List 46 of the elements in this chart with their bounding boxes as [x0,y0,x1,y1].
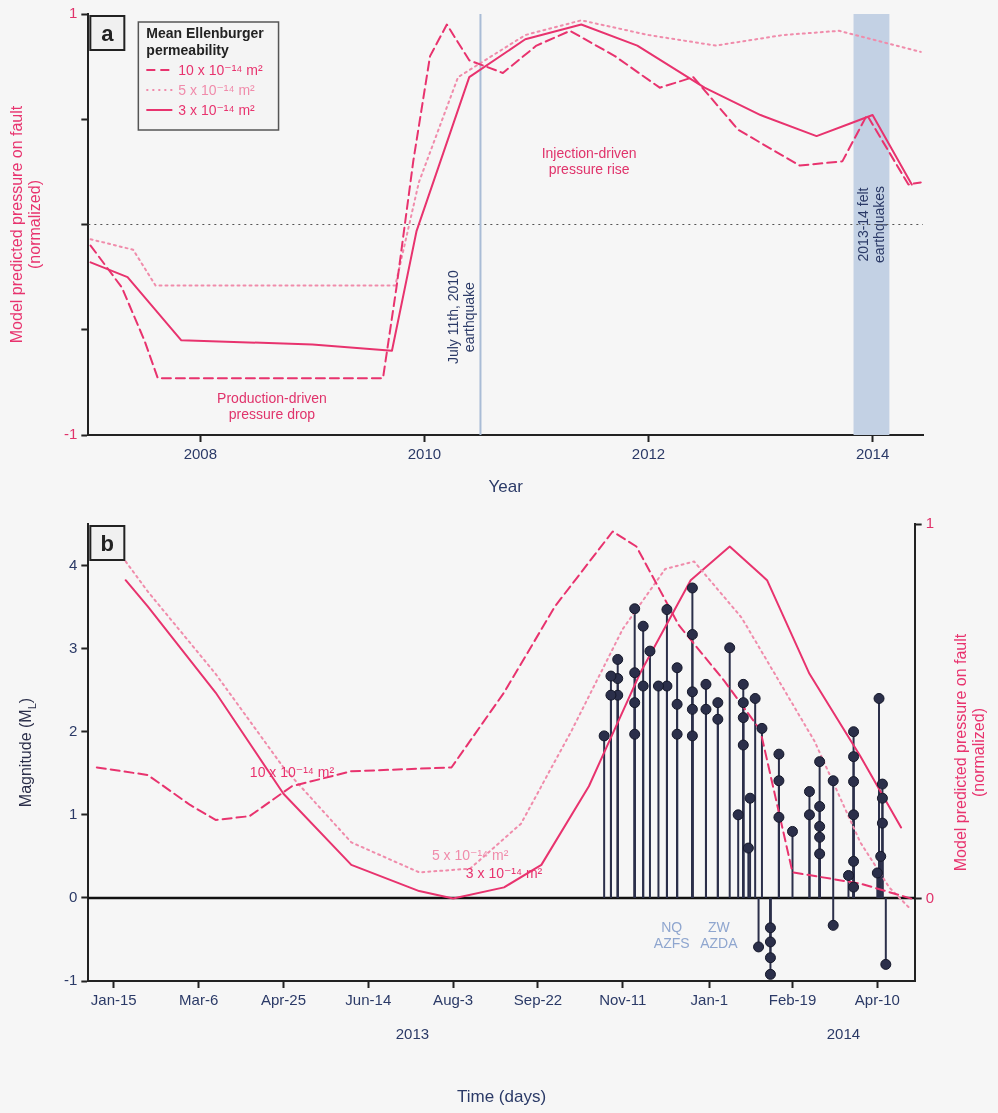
y-tick-label: 2 [68,721,78,739]
y-tick-label: 3 [68,638,78,656]
x-axis-title: Year [488,477,524,496]
y2-axis-title: Model predicted pressure on fault (normalized) [952,633,987,872]
legend-label: 10 x 10⁻¹⁴ m² [178,62,263,78]
x-tick-label: 2008 [183,445,218,463]
series-label: 10 x 10⁻¹⁴ m² [249,764,335,781]
annotation: Injection-driven pressure rise [541,145,637,178]
x-axis-title: Time (days) [456,1087,547,1106]
legend-label: 5 x 10⁻¹⁴ m² [178,82,256,98]
annotation: b [100,531,115,556]
x2-tick-label: 2013 [395,1025,430,1043]
y-tick-label: 0 [68,888,78,906]
x-tick-label: 2014 [855,445,890,463]
series-label: 5 x 10⁻¹⁴ m² [431,846,509,863]
x-tick-label: Sep-22 [513,991,563,1009]
y-axis-title: Magnitude (ML) [17,697,38,808]
y-tick-label: 1 [68,4,78,22]
x-tick-label: Feb-19 [768,991,817,1009]
y2-tick-label: 0 [925,888,934,906]
legend-label: 3 x 10⁻¹⁴ m² [178,102,256,118]
x-tick-label: Aug-3 [433,991,474,1009]
band-label: 2013-14 felt earthquakes [855,185,888,264]
x-tick-label: Apr-10 [854,991,900,1009]
x-tick-label: Jan-1 [690,991,729,1009]
x-tick-label: Nov-11 [599,991,647,1009]
annotation: Production-driven pressure drop [217,389,327,422]
x-tick-label: 2010 [407,445,442,463]
legend-title: Mean Ellenburger permeability [146,25,265,58]
y-tick-label: -1 [63,971,78,989]
y-tick-label: 1 [68,804,78,822]
ref-line-label: July 11th, 2010 earthquake [445,269,478,365]
annotation: ZW AZDA [700,919,739,952]
y-axis-title: Model predicted pressure on fault (normalized) [8,105,43,344]
x-tick-label: Jun-14 [345,991,392,1009]
y-tick-label: 4 [68,555,78,573]
y-tick-label: -1 [63,425,78,443]
annotation: a [101,21,115,46]
series-label: 3 x 10⁻¹⁴ m² [465,865,543,882]
x-tick-label: Jan-15 [90,991,137,1009]
x-tick-label: 2012 [631,445,666,463]
x-tick-label: Mar-6 [179,991,219,1009]
x-tick-label: Apr-25 [260,991,306,1009]
x2-tick-label: 2014 [826,1025,861,1043]
y2-tick-label: 1 [925,514,934,532]
annotation: NQ AZFS [653,919,690,952]
